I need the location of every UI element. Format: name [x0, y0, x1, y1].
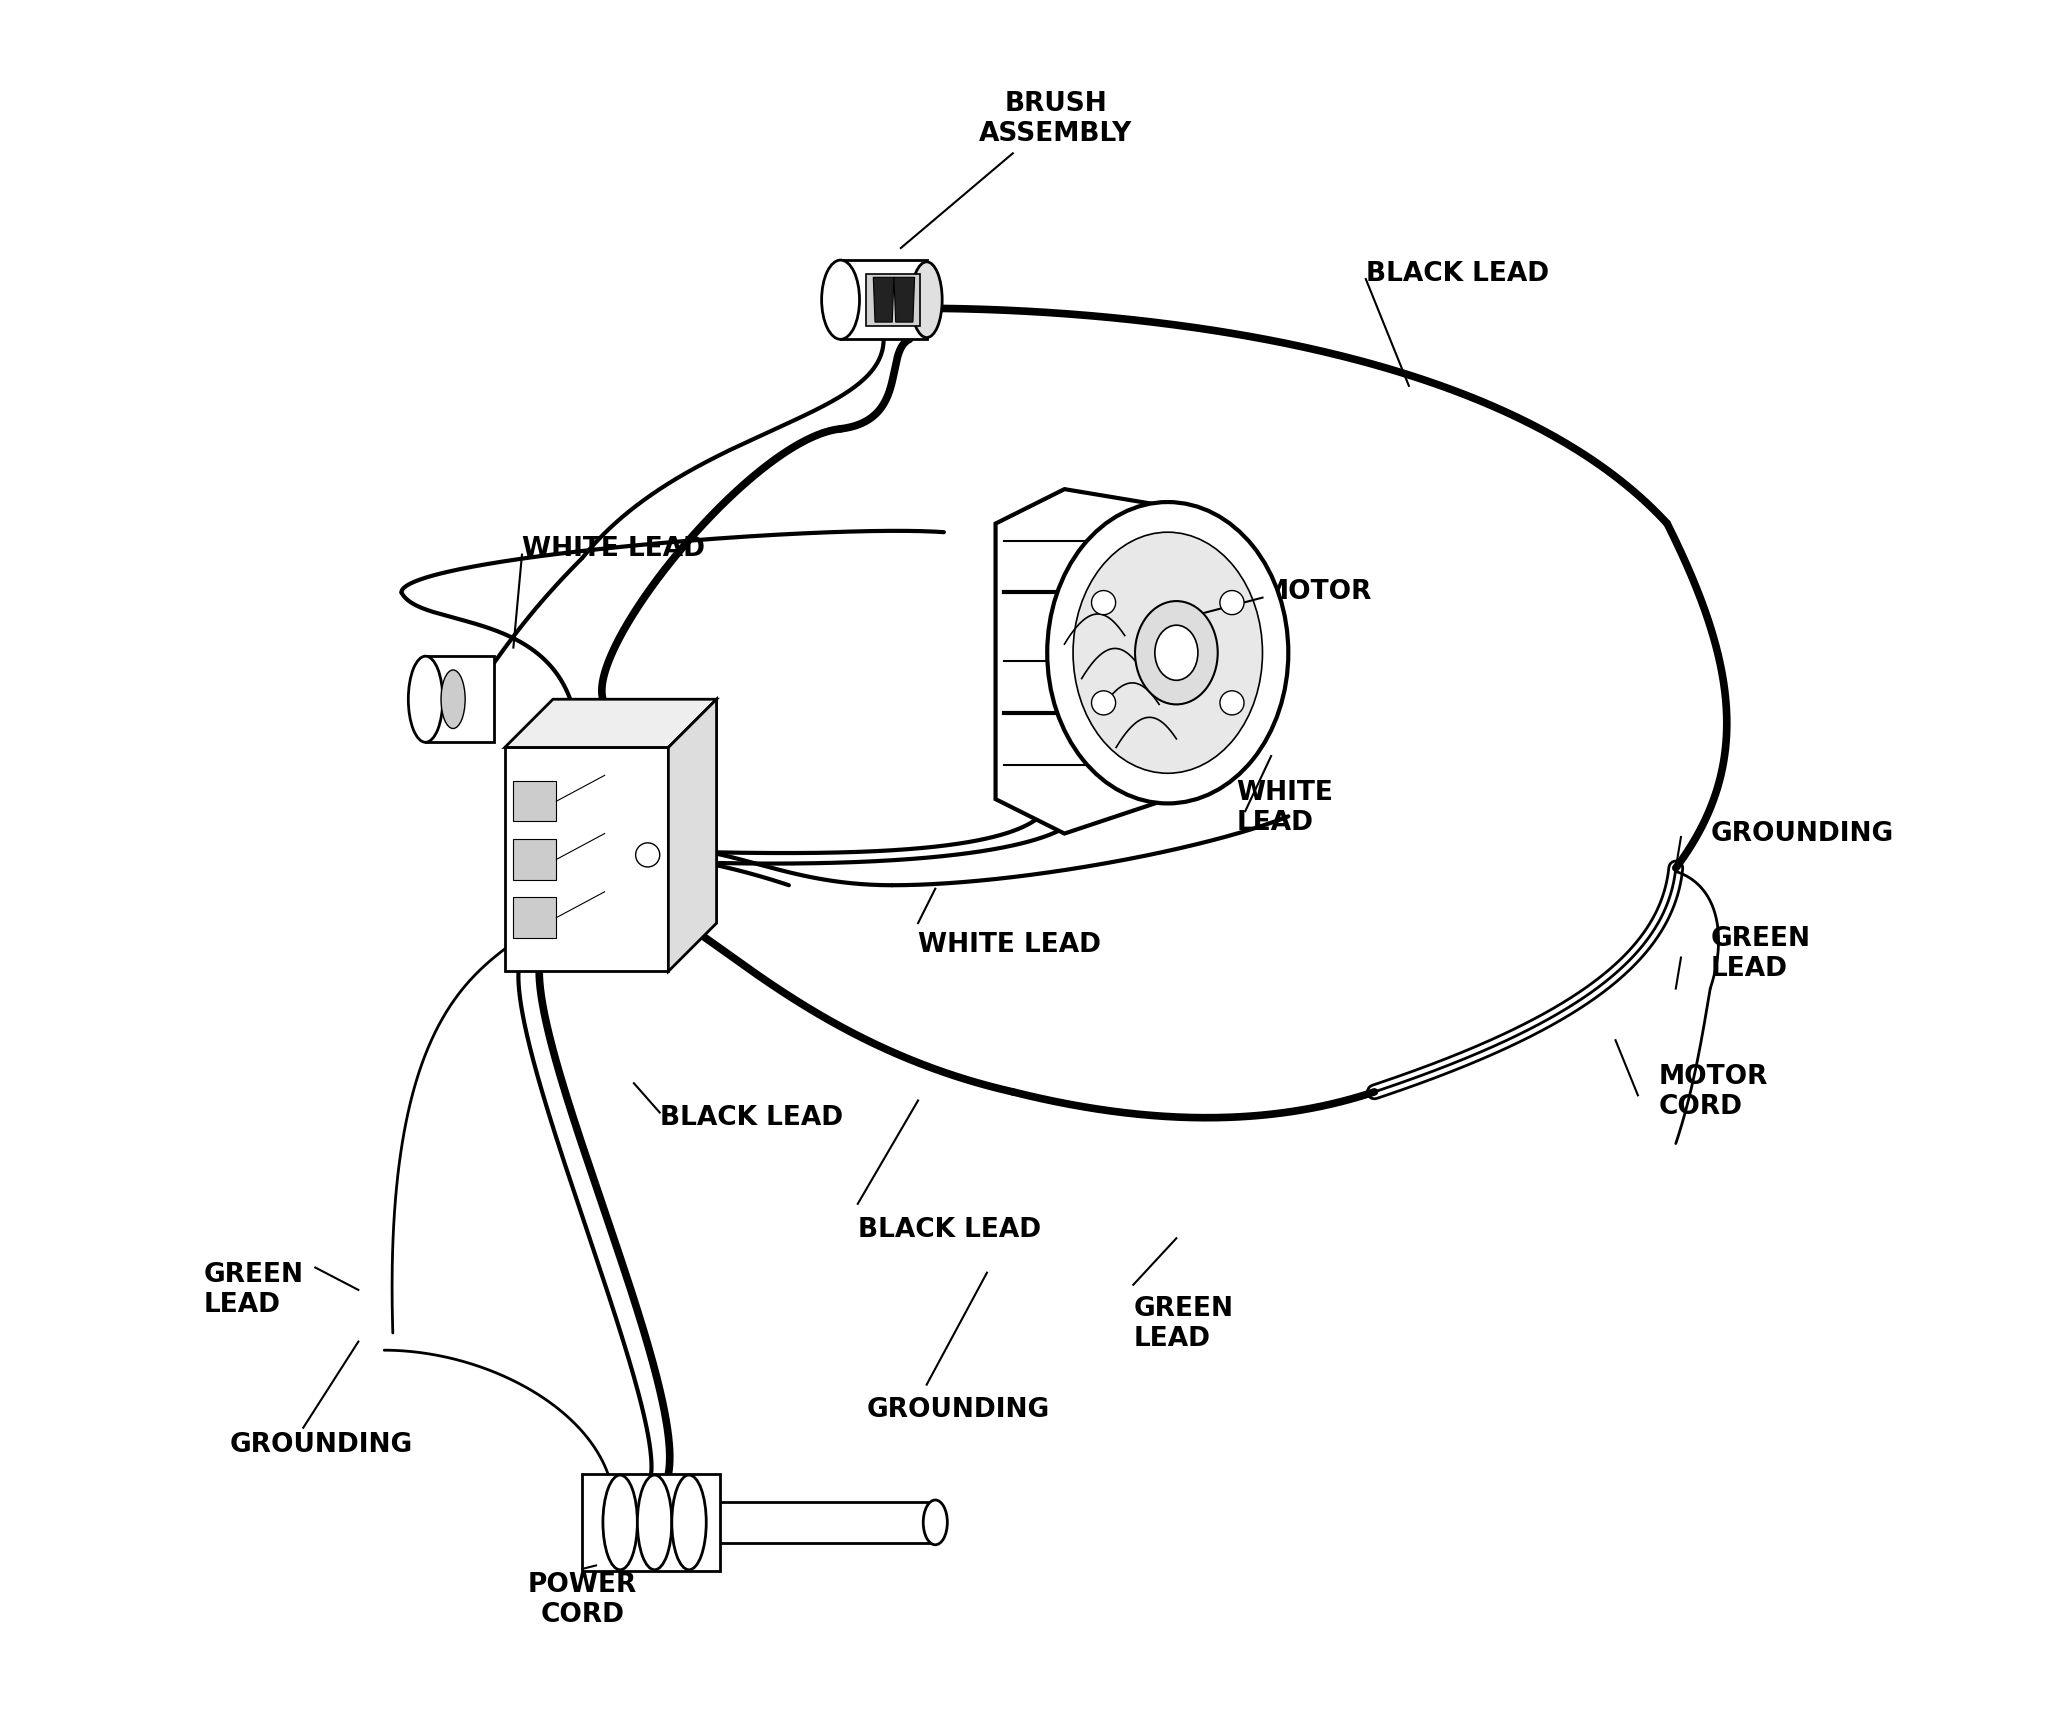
Polygon shape — [513, 838, 556, 880]
Polygon shape — [995, 490, 1168, 833]
Polygon shape — [426, 656, 494, 743]
Polygon shape — [513, 898, 556, 937]
Text: WHITE
LEAD: WHITE LEAD — [1236, 779, 1333, 835]
Ellipse shape — [1135, 601, 1217, 705]
Ellipse shape — [604, 1476, 637, 1569]
Circle shape — [1092, 590, 1117, 615]
Text: BRUSH
ASSEMBLY: BRUSH ASSEMBLY — [978, 90, 1133, 148]
Polygon shape — [513, 781, 556, 821]
Circle shape — [1220, 590, 1244, 615]
Text: WHITE LEAD: WHITE LEAD — [521, 536, 705, 562]
Ellipse shape — [408, 656, 443, 743]
Polygon shape — [873, 278, 894, 323]
Ellipse shape — [1073, 533, 1263, 773]
Ellipse shape — [923, 1500, 948, 1545]
Polygon shape — [867, 274, 919, 326]
Text: GROUNDING: GROUNDING — [1710, 821, 1893, 847]
Text: GROUNDING: GROUNDING — [229, 1432, 412, 1458]
Polygon shape — [505, 700, 717, 748]
Text: GREEN
LEAD: GREEN LEAD — [1710, 925, 1811, 983]
Text: GREEN
LEAD: GREEN LEAD — [204, 1262, 303, 1318]
Ellipse shape — [441, 670, 466, 729]
Text: WHITE LEAD: WHITE LEAD — [919, 932, 1100, 958]
Ellipse shape — [911, 262, 941, 337]
Polygon shape — [840, 260, 927, 339]
Polygon shape — [667, 700, 717, 972]
Polygon shape — [505, 748, 667, 972]
Ellipse shape — [1156, 625, 1199, 681]
Ellipse shape — [672, 1476, 707, 1569]
Text: BLACK LEAD: BLACK LEAD — [659, 1104, 843, 1130]
Text: POWER
CORD: POWER CORD — [527, 1571, 637, 1628]
Circle shape — [637, 844, 659, 866]
Ellipse shape — [637, 1476, 672, 1569]
Circle shape — [1092, 691, 1117, 715]
Polygon shape — [583, 1474, 721, 1571]
Text: BLACK LEAD: BLACK LEAD — [1366, 260, 1549, 286]
Circle shape — [1220, 691, 1244, 715]
Text: BLACK LEAD: BLACK LEAD — [857, 1217, 1040, 1243]
Polygon shape — [894, 278, 915, 323]
Ellipse shape — [1046, 502, 1288, 804]
Text: MOTOR: MOTOR — [1263, 580, 1372, 606]
Ellipse shape — [822, 260, 859, 339]
Text: GREEN
LEAD: GREEN LEAD — [1133, 1297, 1234, 1352]
Text: MOTOR
CORD: MOTOR CORD — [1658, 1064, 1767, 1120]
Text: GROUNDING: GROUNDING — [867, 1397, 1051, 1424]
